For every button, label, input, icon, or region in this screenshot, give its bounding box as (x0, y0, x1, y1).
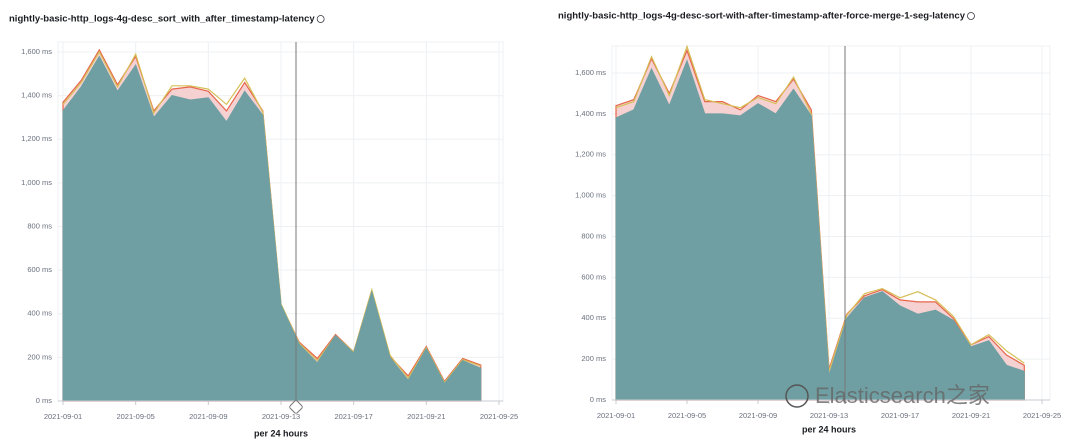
x-tick-label: 2021-09-01 (44, 412, 82, 421)
y-tick-label: 400 ms (581, 313, 606, 322)
x-tick-label: 2021-09-17 (334, 412, 372, 421)
x-tick-label: 2021-09-17 (881, 411, 919, 420)
x-tick-label: 2021-09-09 (739, 411, 777, 420)
x-axis-label: per 24 hours (254, 428, 308, 438)
x-tick-label: 2021-09-09 (189, 412, 227, 421)
y-tick-label: 1,400 ms (575, 109, 606, 118)
chart-title: nightly-basic-http_logs-4g-desc-sort-wit… (558, 11, 966, 22)
info-icon (967, 12, 975, 20)
watermark: Elasticsearch之家 (815, 383, 990, 408)
x-tick-label: 2021-09-25 (480, 412, 518, 421)
y-tick-label: 800 ms (581, 231, 606, 240)
info-icon (316, 15, 325, 23)
y-tick-label: 400 ms (27, 309, 52, 318)
watermark-logo (785, 384, 809, 408)
y-tick-label: 1,000 ms (21, 178, 52, 187)
y-tick-label: 0 ms (36, 396, 53, 405)
y-tick-label: 1,200 ms (575, 150, 606, 159)
y-tick-label: 0 ms (590, 395, 607, 404)
y-tick-label: 1,200 ms (21, 134, 52, 143)
y-tick-label: 600 ms (27, 265, 52, 274)
chart-title: nightly-basic-http_logs-4g-desc_sort_wit… (9, 14, 315, 25)
x-tick-label: 2021-09-13 (810, 411, 848, 420)
y-tick-label: 1,600 ms (21, 47, 52, 56)
y-tick-label: 1,600 ms (575, 68, 606, 77)
area (615, 59, 1025, 401)
x-tick-label: 2021-09-05 (116, 412, 154, 421)
y-tick-label: 200 ms (27, 352, 52, 361)
y-tick-label: 200 ms (581, 354, 606, 363)
y-tick-label: 1,000 ms (575, 191, 606, 200)
x-tick-label: 2021-09-01 (597, 411, 635, 420)
x-tick-label: 2021-09-21 (952, 411, 990, 420)
y-tick-label: 1,400 ms (21, 91, 52, 100)
x-tick-label: 2021-09-05 (668, 411, 706, 420)
x-tick-label: 2021-09-13 (262, 412, 300, 421)
x-tick-label: 2021-09-21 (407, 412, 445, 421)
x-axis-label: per 24 hours (802, 424, 856, 434)
x-tick-label: 2021-09-25 (1023, 411, 1061, 420)
annotation-marker (289, 400, 303, 414)
y-tick-label: 800 ms (27, 221, 52, 230)
y-tick-label: 600 ms (581, 272, 606, 281)
area (62, 55, 482, 402)
